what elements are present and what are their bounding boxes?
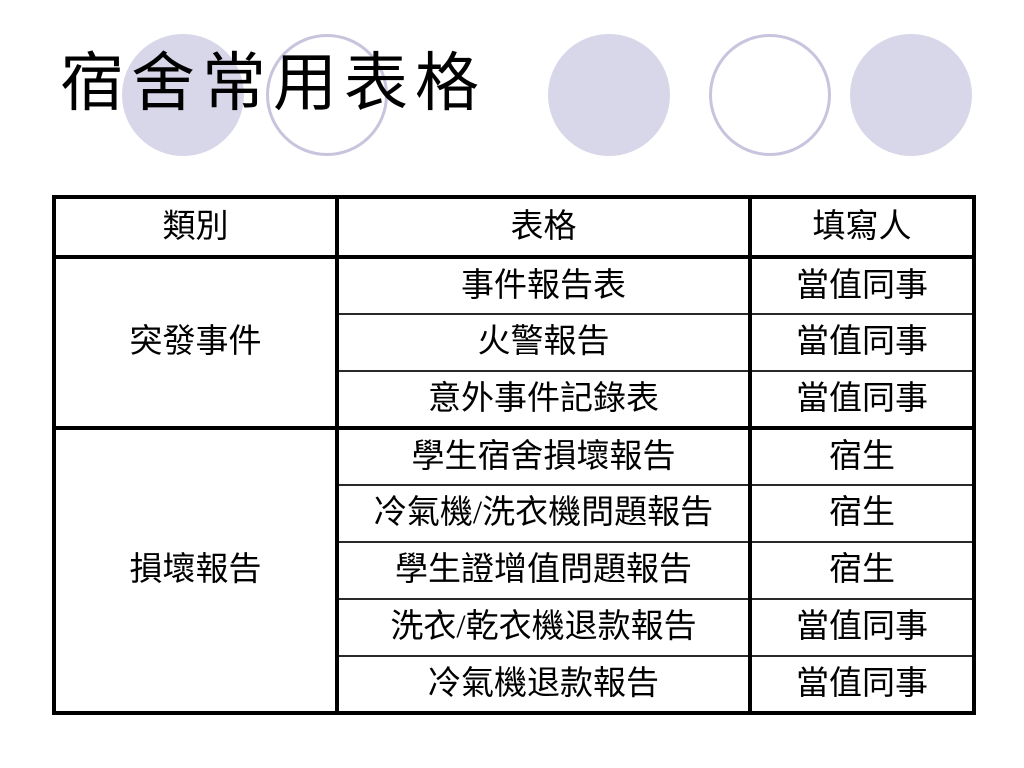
decorative-circle-1 (122, 34, 244, 156)
form-cell: 學生證增值問題報告 (335, 541, 752, 600)
filler-cell: 宿生 (748, 484, 976, 543)
form-cell: 冷氣機/洗衣機問題報告 (335, 484, 752, 543)
filler-cell: 宿生 (748, 426, 976, 486)
table-row: 火警報告 當值同事 (54, 313, 976, 372)
forms-table: 類別 表格 填寫人 突發事件 事件報告表 當值同事 火警報告 當值同事 意外事件… (52, 195, 976, 715)
form-cell: 冷氣機退款報告 (335, 655, 752, 715)
table-row: 突發事件 事件報告表 當值同事 (52, 255, 976, 430)
form-cell: 學生宿舍損壞報告 (335, 426, 752, 486)
filler-cell: 當值同事 (748, 255, 976, 315)
forms-table-container: 類別 表格 填寫人 突發事件 事件報告表 當值同事 火警報告 當值同事 意外事件… (52, 195, 976, 715)
filler-cell: 當值同事 (748, 370, 976, 430)
table-row: 損壞報告 學生宿舍損壞報告 宿生 (52, 426, 976, 715)
table-row: 學生證增值問題報告 宿生 (54, 541, 976, 600)
form-cell: 意外事件記錄表 (335, 370, 752, 430)
category-cell-damage: 損壞報告 (52, 426, 339, 715)
decorative-circle-3 (548, 34, 670, 156)
form-cell: 洗衣/乾衣機退款報告 (335, 598, 752, 657)
filler-cell: 當值同事 (748, 598, 976, 657)
header-form: 表格 (335, 195, 752, 259)
filler-cell: 當值同事 (748, 313, 976, 372)
form-cell: 事件報告表 (335, 255, 752, 315)
decorative-circle-5 (850, 34, 972, 156)
table-row: 洗衣/乾衣機退款報告 當值同事 (54, 598, 976, 657)
filler-cell: 當值同事 (748, 655, 976, 715)
decorative-circle-2 (266, 34, 388, 156)
header-category: 類別 (52, 195, 339, 259)
table-row: 冷氣機退款報告 當值同事 (54, 655, 976, 715)
category-cell-emergency: 突發事件 (52, 255, 339, 430)
header-filler: 填寫人 (748, 195, 976, 259)
slide-title: 宿舍常用表格 (60, 48, 486, 119)
decorative-circle-4 (709, 34, 831, 156)
table-row: 意外事件記錄表 當值同事 (54, 370, 976, 430)
form-cell: 火警報告 (335, 313, 752, 372)
filler-cell: 宿生 (748, 541, 976, 600)
table-row: 冷氣機/洗衣機問題報告 宿生 (54, 484, 976, 543)
table-header-row: 類別 表格 填寫人 (52, 195, 976, 259)
